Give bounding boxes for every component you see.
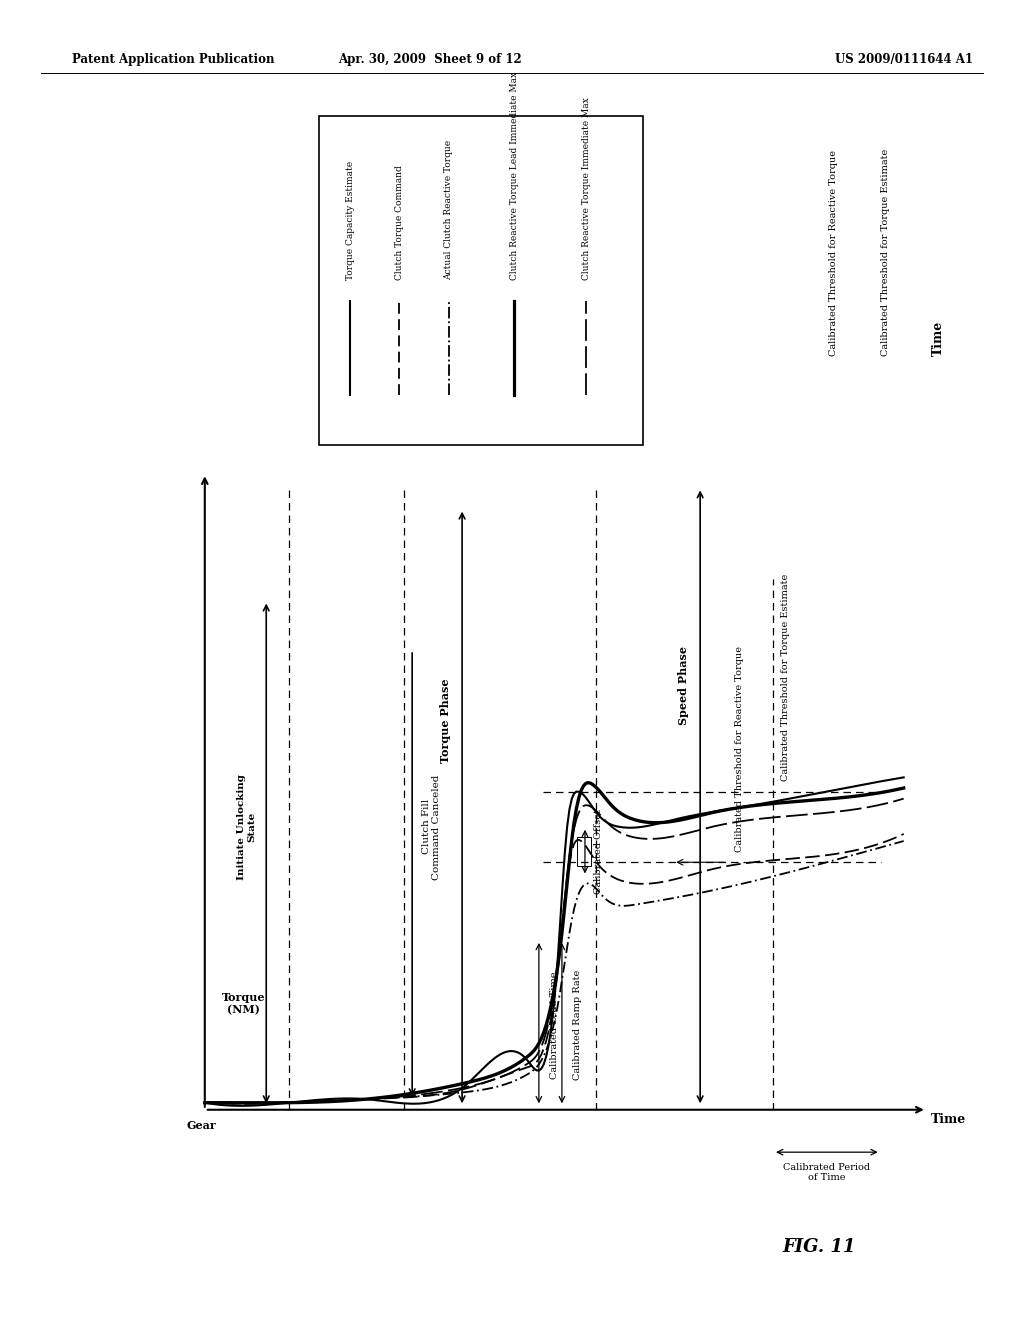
Text: Calibrated Threshold for Torque Estimate: Calibrated Threshold for Torque Estimate	[781, 574, 790, 781]
Text: Time: Time	[932, 321, 945, 356]
Text: Clutch Torque Command: Clutch Torque Command	[395, 166, 403, 281]
Text: Calibrated Threshold for Torque Estimate: Calibrated Threshold for Torque Estimate	[881, 149, 890, 356]
Text: Gear: Gear	[186, 1121, 216, 1131]
Text: Clutch Reactive Torque Immediate Max: Clutch Reactive Torque Immediate Max	[582, 98, 591, 281]
Bar	[578, 837, 591, 866]
Text: FIG. 11: FIG. 11	[782, 1238, 856, 1257]
Text: Clutch Reactive Torque Lead Immediate Max: Clutch Reactive Torque Lead Immediate Ma…	[510, 73, 518, 281]
Text: Torque
(NM): Torque (NM)	[221, 991, 265, 1015]
Text: Initiate Unlocking
State: Initiate Unlocking State	[238, 774, 257, 880]
Text: Calibrated Ramp Rate: Calibrated Ramp Rate	[573, 970, 583, 1080]
Text: Calibrated Lead Time: Calibrated Lead Time	[551, 972, 559, 1078]
Text: Torque Phase: Torque Phase	[439, 678, 451, 763]
Text: Calibrated Threshold for Reactive Torque: Calibrated Threshold for Reactive Torque	[829, 150, 839, 356]
Text: Apr. 30, 2009  Sheet 9 of 12: Apr. 30, 2009 Sheet 9 of 12	[338, 53, 522, 66]
Text: Calibrated Threshold for Reactive Torque: Calibrated Threshold for Reactive Torque	[735, 645, 743, 851]
Text: Time: Time	[931, 1113, 966, 1126]
Text: Calibrated Offset: Calibrated Offset	[594, 809, 603, 894]
Text: Calibrated Period
of Time: Calibrated Period of Time	[783, 1163, 870, 1183]
Text: Clutch Fill
Command Canceled: Clutch Fill Command Canceled	[422, 775, 441, 879]
Text: Torque Capacity Estimate: Torque Capacity Estimate	[346, 161, 354, 281]
Text: US 2009/0111644 A1: US 2009/0111644 A1	[835, 53, 973, 66]
Text: Patent Application Publication: Patent Application Publication	[72, 53, 274, 66]
Text: Actual Clutch Reactive Torque: Actual Clutch Reactive Torque	[444, 140, 453, 281]
Text: Speed Phase: Speed Phase	[678, 645, 689, 725]
